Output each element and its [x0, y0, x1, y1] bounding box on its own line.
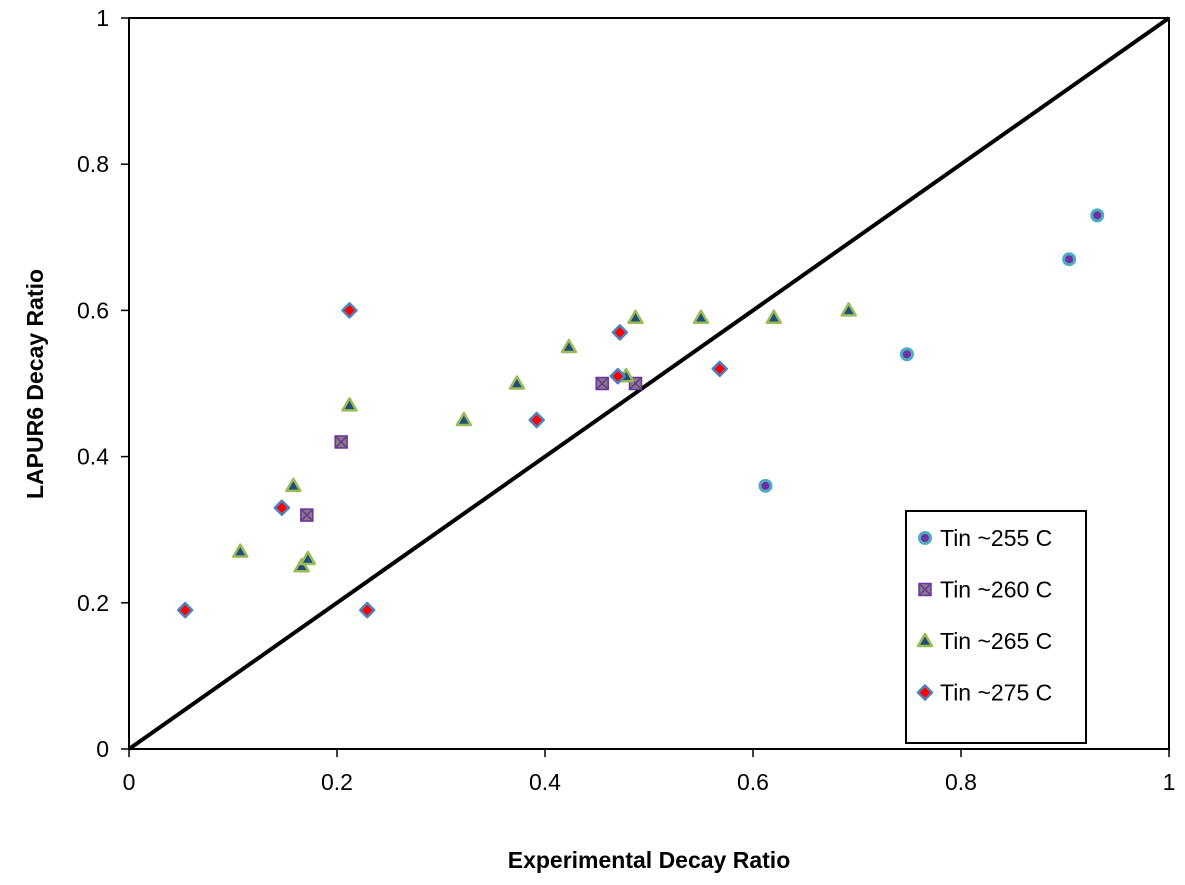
x-tick-label: 0.6 — [737, 769, 769, 795]
y-tick-label: 1 — [96, 5, 109, 31]
data-point — [765, 309, 783, 324]
data-point — [758, 478, 773, 493]
y-tick-label: 0.8 — [77, 151, 109, 177]
data-point — [232, 543, 249, 558]
data-point — [840, 302, 857, 317]
y-axis-title: LAPUR6 Decay Ratio — [22, 269, 48, 499]
legend-label: Tin ~260 C — [940, 577, 1052, 603]
x-axis-title: Experimental Decay Ratio — [508, 847, 791, 873]
x-tick-label: 1 — [1163, 769, 1176, 795]
data-point — [528, 411, 545, 429]
data-point — [299, 550, 317, 566]
data-point — [692, 309, 710, 324]
reference-line — [127, 16, 1171, 751]
data-point — [1062, 252, 1077, 267]
y-tick-label: 0.6 — [77, 297, 109, 323]
data-point — [611, 324, 629, 341]
legend-box — [905, 510, 1087, 744]
series-tin-260-c — [300, 376, 643, 522]
legend-label: Tin ~255 C — [940, 525, 1052, 551]
data-point — [609, 367, 627, 385]
legend-marker — [918, 582, 932, 597]
data-point — [1090, 208, 1105, 223]
y-tick-label: 0 — [96, 736, 109, 762]
data-point — [341, 397, 358, 412]
data-point — [300, 508, 314, 522]
x-tick-label: 0.8 — [945, 769, 977, 795]
legend-marker — [916, 684, 934, 701]
series-tin-255-c — [758, 208, 1105, 493]
series-tin-265-c — [232, 302, 857, 573]
data-point — [273, 499, 291, 517]
data-point — [899, 347, 914, 362]
x-tick-label: 0.2 — [321, 769, 353, 795]
plot-area — [127, 16, 1171, 751]
data-point — [455, 411, 473, 427]
data-point — [293, 558, 310, 573]
legend-label: Tin ~275 C — [940, 680, 1052, 706]
legend-marker — [918, 531, 932, 545]
data-point — [358, 601, 376, 619]
data-point — [560, 338, 578, 354]
data-point — [595, 376, 609, 391]
series-tin-275-c — [176, 302, 728, 619]
x-axis: 0 0.2 0.4 0.6 0.8 1 — [123, 749, 1176, 795]
y-tick-label: 0.2 — [77, 590, 109, 616]
y-tick-label: 0.4 — [77, 444, 109, 470]
data-point — [627, 309, 644, 324]
legend: Tin ~255 C Tin ~260 C Tin ~265 C Tin ~275 C — [905, 510, 1087, 744]
data-point — [341, 302, 358, 319]
data-point — [711, 360, 728, 378]
legend-label: Tin ~265 C — [940, 628, 1052, 654]
data-point — [508, 375, 526, 390]
data-point — [334, 435, 348, 449]
x-tick-label: 0 — [123, 769, 136, 795]
y-axis: 0 0.2 0.4 0.6 0.8 1 — [77, 5, 129, 762]
data-point — [176, 601, 194, 619]
data-point — [285, 477, 302, 493]
x-tick-label: 0.4 — [529, 769, 561, 795]
legend-marker — [916, 632, 934, 648]
